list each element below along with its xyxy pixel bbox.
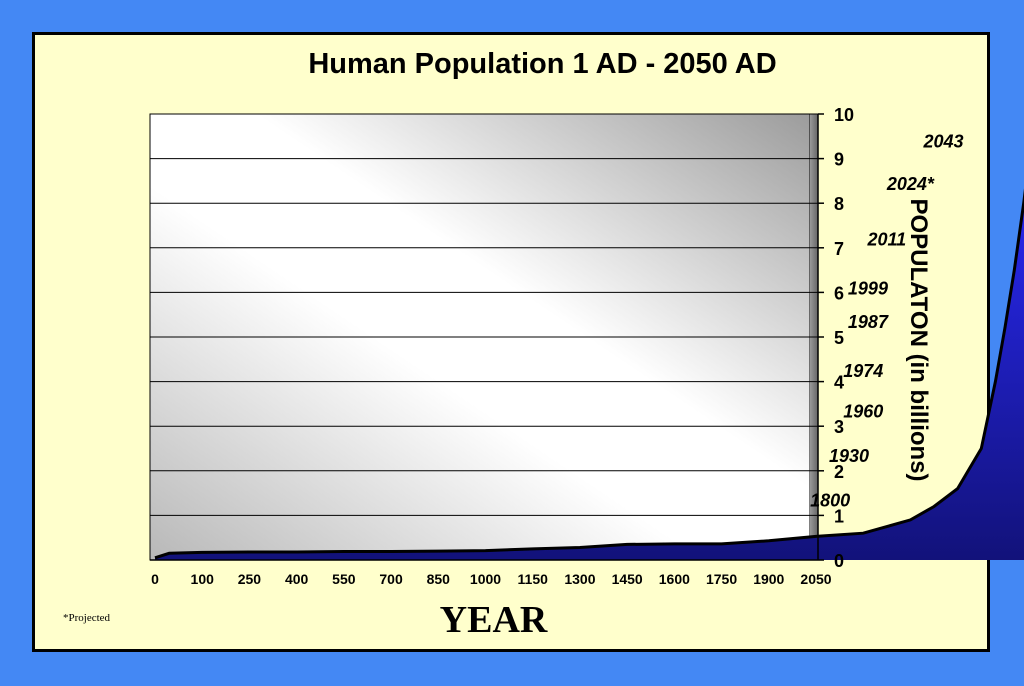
x-ticks: 0 100 250 400 550 700 850 1000 1150 1300 1450 1600 1… [151,571,832,587]
year-annotation: 1930 [829,446,869,466]
year-annotation: 1987 [848,312,889,332]
year-annotation: 2011 [866,230,906,250]
x-tick-label: 550 [332,571,356,587]
x-tick-label: 1750 [706,571,737,587]
y-tick-label: 5 [834,328,844,348]
population-area [155,200,1024,560]
year-annotation: 2024* [886,174,935,194]
year-annotation: 1960 [843,401,883,421]
y-ticks: 0 1 2 3 4 5 6 7 8 9 10 [818,105,854,571]
x-axis-label: YEAR [439,599,548,641]
population-line [154,188,1024,560]
y-tick-label: 0 [834,551,844,571]
chart-title: Human Population 1 AD - 2050 AD [308,48,777,80]
x-tick-label: 850 [427,571,451,587]
y-tick-label: 9 [834,150,844,170]
year-annotation: 1974 [843,361,883,381]
x-tick-label: 1300 [564,571,595,587]
y-tick-label: 8 [834,194,844,214]
year-annotation: 2043 [922,131,963,151]
y-tick-label: 3 [834,417,844,437]
x-tick-label: 1600 [659,571,690,587]
y-tick-label: 2 [834,462,844,482]
x-tick-label: 400 [285,571,309,587]
footnote: *Projected [63,612,111,624]
x-tick-label: 1450 [612,571,643,587]
y-tick-label: 10 [834,105,854,125]
y-tick-label: 7 [834,239,844,259]
x-tick-label: 700 [379,571,403,587]
x-tick-label: 100 [191,571,215,587]
y-tick-label: 4 [834,373,844,393]
x-tick-label: 0 [151,571,159,587]
x-tick-label: 250 [238,571,262,587]
x-tick-label: 1000 [470,571,501,587]
x-tick-label: 1150 [518,571,549,587]
year-annotation: 1800 [810,490,850,510]
year-annotation: 1999 [848,279,888,299]
gridlines [150,113,818,516]
y-tick-label: 1 [834,506,844,526]
x-tick-label: 2050 [800,571,831,587]
x-tick-label: 1900 [753,571,784,587]
annotations: 1800 1930 1960 1974 1987 1999 2011 2024* 2043 [810,131,963,510]
y-tick-label: 6 [834,283,844,303]
y-axis-label: POPULATON (in billions) [905,198,932,482]
